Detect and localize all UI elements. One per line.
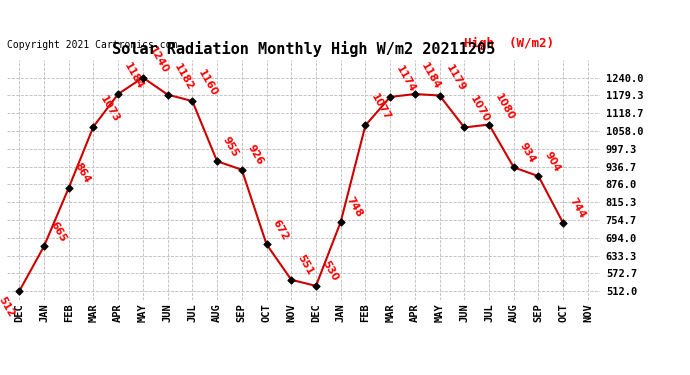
Title: Solar Radiation Monthly High W/m2 20211205: Solar Radiation Monthly High W/m2 202112… bbox=[112, 42, 495, 57]
Text: 1240: 1240 bbox=[147, 45, 170, 75]
Text: 1077: 1077 bbox=[370, 92, 393, 123]
Text: 744: 744 bbox=[567, 196, 587, 220]
Text: High  (W/m2): High (W/m2) bbox=[464, 38, 554, 50]
Text: Copyright 2021 Cartronics.com: Copyright 2021 Cartronics.com bbox=[7, 40, 177, 50]
Text: 1160: 1160 bbox=[197, 68, 219, 98]
Text: 926: 926 bbox=[246, 143, 266, 167]
Text: 665: 665 bbox=[48, 220, 68, 243]
Point bbox=[384, 94, 395, 100]
Point bbox=[39, 243, 50, 249]
Text: 1080: 1080 bbox=[493, 92, 516, 122]
Point bbox=[533, 173, 544, 179]
Text: 1073: 1073 bbox=[97, 94, 121, 124]
Point bbox=[459, 124, 470, 130]
Text: 934: 934 bbox=[518, 141, 538, 165]
Point bbox=[335, 219, 346, 225]
Point bbox=[558, 220, 569, 226]
Point bbox=[484, 122, 495, 128]
Point bbox=[261, 241, 272, 247]
Text: 1182: 1182 bbox=[172, 62, 195, 92]
Point bbox=[14, 288, 25, 294]
Text: 551: 551 bbox=[295, 253, 315, 277]
Text: 1070: 1070 bbox=[469, 94, 492, 125]
Point bbox=[434, 93, 445, 99]
Text: 1179: 1179 bbox=[444, 63, 467, 93]
Text: 1174: 1174 bbox=[394, 64, 417, 94]
Text: 1184: 1184 bbox=[419, 61, 442, 91]
Text: 864: 864 bbox=[73, 161, 92, 185]
Point bbox=[360, 122, 371, 128]
Text: 748: 748 bbox=[345, 195, 364, 219]
Text: 672: 672 bbox=[270, 217, 290, 242]
Text: 1184: 1184 bbox=[122, 61, 146, 91]
Point bbox=[310, 283, 322, 289]
Text: 955: 955 bbox=[221, 135, 241, 159]
Point bbox=[286, 277, 297, 283]
Point bbox=[236, 167, 247, 173]
Point bbox=[162, 92, 173, 98]
Point bbox=[187, 98, 198, 104]
Text: 512: 512 bbox=[0, 296, 17, 319]
Point bbox=[112, 91, 124, 97]
Point bbox=[409, 91, 420, 97]
Point bbox=[137, 75, 148, 81]
Text: 904: 904 bbox=[542, 150, 562, 173]
Point bbox=[509, 164, 520, 170]
Point bbox=[212, 158, 223, 164]
Point bbox=[88, 124, 99, 130]
Text: 530: 530 bbox=[320, 259, 339, 283]
Point bbox=[63, 185, 75, 191]
